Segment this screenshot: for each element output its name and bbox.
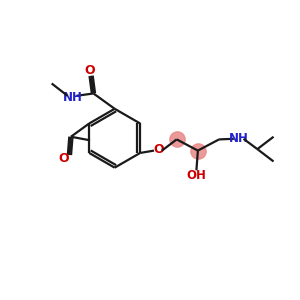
Text: O: O bbox=[153, 143, 164, 157]
Text: NH: NH bbox=[63, 91, 83, 104]
Text: NH: NH bbox=[229, 132, 249, 145]
Text: OH: OH bbox=[186, 169, 206, 182]
Text: O: O bbox=[84, 64, 95, 77]
Text: O: O bbox=[59, 152, 70, 165]
